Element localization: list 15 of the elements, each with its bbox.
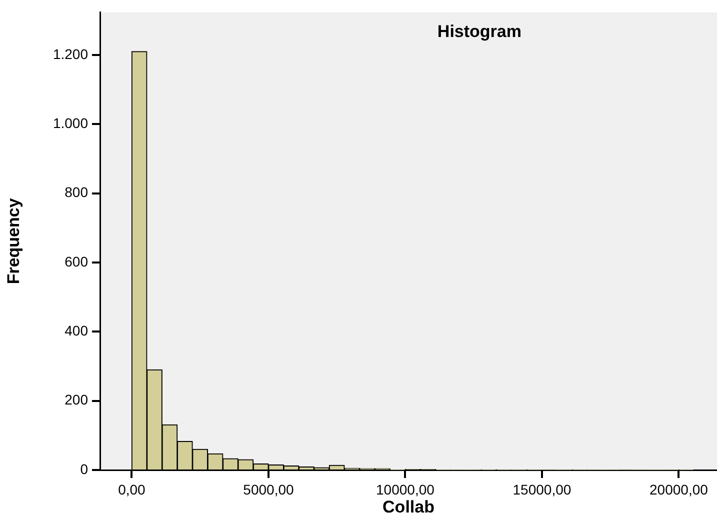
y-tick-label: 0 (80, 460, 88, 477)
y-tick-label: 200 (64, 392, 88, 408)
x-tick-label: 20000,00 (650, 481, 708, 498)
text: Histogram (437, 22, 522, 42)
x-tick-label: 5000,00 (243, 481, 294, 498)
x-axis-title: Collab (382, 497, 434, 516)
y-axis-title: Frequency (4, 198, 23, 284)
x-tick-label: 10000,00 (376, 481, 435, 498)
x-tick-label: 15000,00 (512, 481, 572, 498)
y-tick-label: 400 (64, 322, 88, 339)
x-tick-label: 0,00 (118, 481, 146, 498)
y-tick-label: 600 (64, 253, 88, 270)
y-tick-label: 800 (64, 184, 88, 200)
y-tick-label: 1.200 (52, 46, 88, 62)
y-tick-label: 1.000 (52, 114, 88, 131)
